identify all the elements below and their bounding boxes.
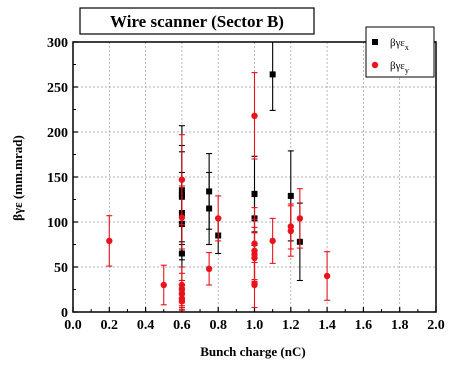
y-tick-label: 100 (47, 216, 68, 231)
x-tick-label: 1.2 (282, 318, 300, 333)
data-point (178, 250, 185, 257)
legend-frame (365, 26, 435, 78)
data-point (251, 112, 258, 120)
legend: βγεx βγεy (365, 26, 435, 78)
data-point (106, 237, 113, 245)
y-tick-label: 50 (54, 261, 68, 276)
series-layer (106, 42, 331, 311)
data-point (269, 237, 276, 245)
plot-frame (72, 41, 437, 313)
data-point (215, 215, 222, 222)
chart-title-box: Wire scanner (Sector B) (79, 7, 315, 35)
x-tick-label: 0.6 (173, 318, 191, 333)
legend-label: βγεy (390, 60, 409, 75)
data-point (296, 215, 304, 222)
data-point (160, 281, 167, 289)
y-axis-title: βγε (mm.mrad) (10, 135, 25, 221)
y-tick-label: 300 (47, 36, 68, 51)
y-tick-label: 200 (47, 126, 68, 141)
data-point (206, 205, 213, 212)
legend-label: βγεx (390, 37, 409, 52)
x-axis-title: Bunch charge (nC) (200, 344, 305, 359)
series-x (178, 42, 303, 282)
chart-title: Wire scanner (Sector B) (110, 12, 284, 31)
legend-marker (371, 61, 379, 69)
x-tick-label: 1.6 (355, 318, 373, 333)
data-point (251, 281, 258, 289)
y-tick-label: 150 (47, 171, 68, 186)
data-point (205, 265, 213, 272)
data-point (178, 176, 186, 183)
x-tick-label: 0.0 (64, 318, 82, 333)
data-point (178, 298, 186, 305)
legend-marker (372, 39, 378, 45)
series-y (106, 72, 331, 311)
chart-title-frame (79, 7, 315, 35)
x-tick-label: 0.8 (209, 318, 227, 333)
data-point (251, 254, 258, 262)
x-tick-label: 1.8 (391, 318, 409, 333)
y-tick-label: 0 (61, 306, 68, 321)
x-tick-label: 2.0 (427, 318, 445, 333)
data-point (287, 227, 294, 235)
data-point (178, 214, 186, 221)
data-point (323, 272, 331, 280)
y-tick-label: 250 (47, 81, 68, 96)
y-axis: 0 50 100 150 200 250 300 (47, 36, 78, 321)
data-point (287, 192, 294, 199)
x-axis: 0.0 0.2 0.4 0.6 0.8 1.0 1.2 1.4 1.6 1.8 2.0 (64, 307, 445, 333)
x-tick-label: 0.2 (101, 318, 119, 333)
x-tick-label: 1.0 (246, 318, 264, 333)
x-tick-label: 0.4 (137, 318, 155, 333)
x-tick-label: 1.4 (318, 318, 336, 333)
data-point (269, 71, 276, 78)
